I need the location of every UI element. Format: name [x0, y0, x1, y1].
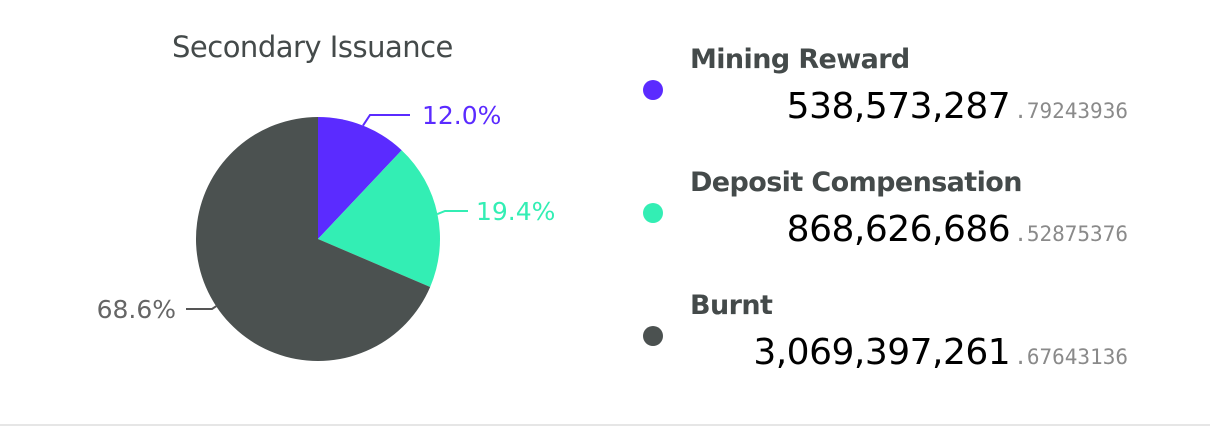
legend-label: Burnt	[690, 290, 773, 321]
chart-title: Secondary Issuance	[172, 30, 453, 64]
legend-value-fraction: .52875376	[1014, 222, 1128, 246]
legend-label: Mining Reward	[690, 44, 910, 75]
legend-item-burnt: Burnt 3,069,397,261.67643136	[640, 290, 1140, 400]
legend-value-fraction: .67643136	[1014, 345, 1128, 369]
legend-label: Deposit Compensation	[690, 167, 1022, 198]
pie-slice-deposit-compensation	[318, 150, 440, 287]
legend-dot-mining-reward	[643, 80, 663, 100]
leader-line-mining-reward	[362, 114, 410, 127]
leader-line-deposit-compensation	[437, 210, 468, 216]
legend-value-integer: 538,573,287	[786, 86, 1011, 127]
legend-item-deposit-compensation: Deposit Compensation 868,626,686.5287537…	[640, 167, 1140, 277]
slice-label-mining-reward: 12.0%	[422, 101, 501, 130]
legend-dot-deposit-compensation	[643, 203, 663, 223]
legend-value-fraction: .79243936	[1014, 99, 1128, 123]
legend-dot-burnt	[643, 326, 663, 346]
legend-value-integer: 868,626,686	[786, 209, 1011, 250]
pie-chart: 12.0% 19.4% 68.6%	[97, 101, 555, 361]
legend-value: 3,069,397,261.67643136	[753, 332, 1128, 373]
pie-slice-mining-reward	[318, 117, 402, 239]
legend-item-mining-reward: Mining Reward 538,573,287.79243936	[640, 44, 1140, 154]
slice-label-deposit-compensation: 19.4%	[476, 197, 555, 226]
slice-label-burnt: 68.6%	[97, 295, 176, 324]
bottom-divider	[0, 424, 1210, 426]
legend-value-integer: 3,069,397,261	[753, 332, 1011, 373]
leader-line-burnt	[186, 305, 217, 310]
legend-value: 868,626,686.52875376	[787, 209, 1128, 250]
legend-value: 538,573,287.79243936	[787, 86, 1128, 127]
pie-slice-burnt	[195, 116, 431, 361]
